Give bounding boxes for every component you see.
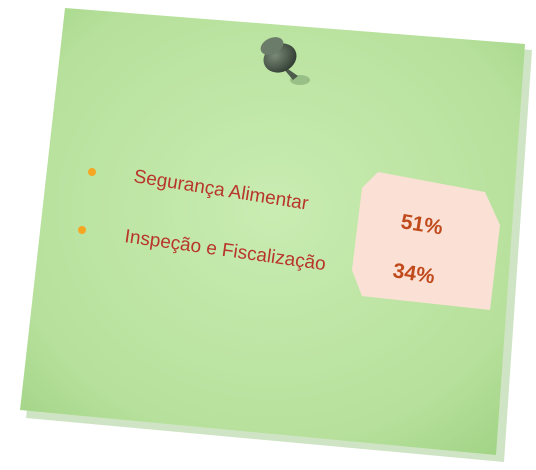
bullet xyxy=(78,226,86,234)
bullet xyxy=(88,168,96,176)
sticky-note-scene: Segurança Alimentar Inspeção e Fiscaliza… xyxy=(0,0,536,470)
value-box xyxy=(352,172,500,310)
